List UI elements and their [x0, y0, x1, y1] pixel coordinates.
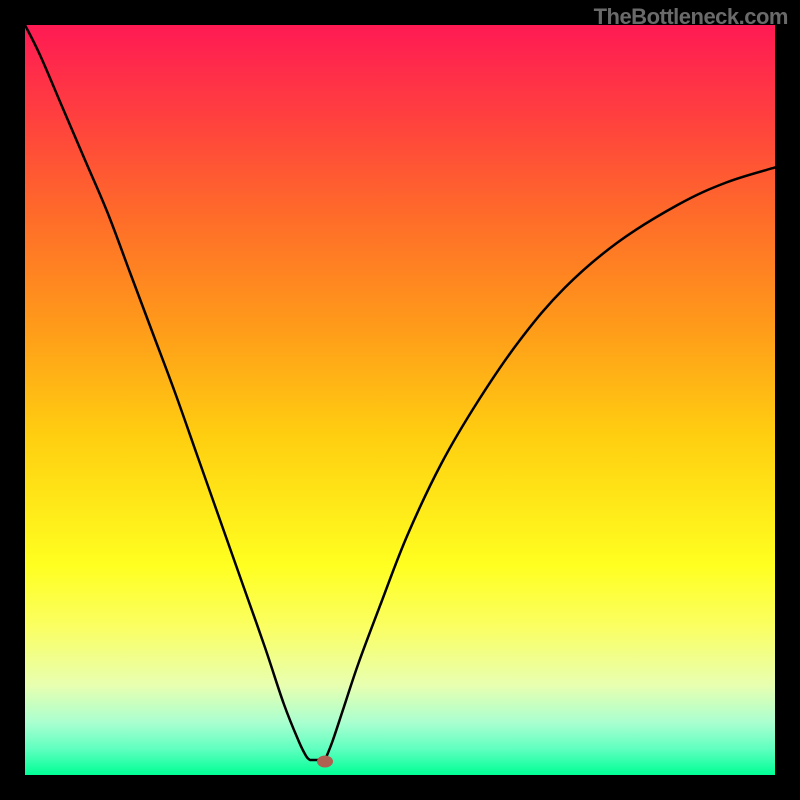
bottleneck-curve — [25, 25, 775, 762]
trough-marker-dot — [317, 756, 333, 768]
plot-area — [25, 25, 775, 775]
watermark-text: TheBottleneck.com — [594, 4, 788, 30]
bottleneck-curve-chart — [25, 25, 775, 775]
